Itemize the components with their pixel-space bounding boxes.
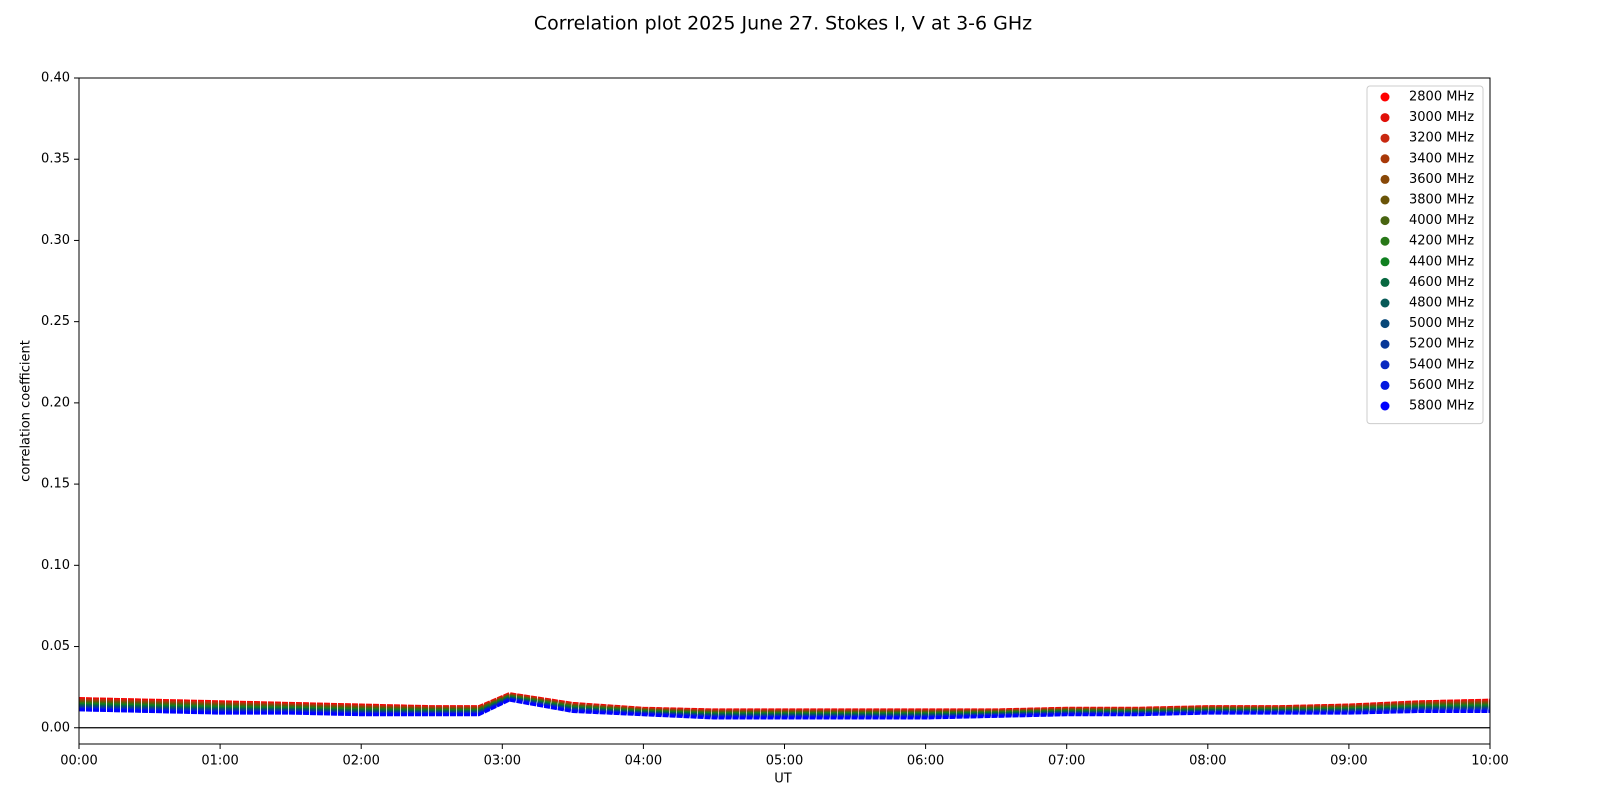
legend-marker xyxy=(1380,277,1390,287)
legend-label: 5600 MHz xyxy=(1409,378,1474,393)
legend-marker xyxy=(1380,216,1390,226)
x-tick-label: 09:00 xyxy=(1330,754,1367,769)
legend-marker xyxy=(1380,319,1390,329)
legend-label: 3200 MHz xyxy=(1409,131,1474,146)
legend-marker xyxy=(1380,298,1390,308)
legend-marker xyxy=(1380,257,1390,267)
legend-marker xyxy=(1380,92,1390,102)
y-tick-label: 0.40 xyxy=(41,71,70,86)
x-tick-label: 01:00 xyxy=(201,754,238,769)
legend-marker xyxy=(1380,380,1390,390)
legend: 2800 MHz 3000 MHz 3200 MHz 3400 MHz 3600 MHz… xyxy=(1366,85,1484,425)
legend-marker xyxy=(1380,174,1390,184)
legend-label: 4800 MHz xyxy=(1409,296,1474,311)
legend-label: 4600 MHz xyxy=(1409,275,1474,290)
legend-marker xyxy=(1380,360,1390,370)
legend-label: 4400 MHz xyxy=(1409,254,1474,269)
y-tick-label: 0.15 xyxy=(41,477,70,492)
y-tick-label: 0.10 xyxy=(41,558,70,573)
legend-label: 3800 MHz xyxy=(1409,193,1474,208)
legend-label: 5000 MHz xyxy=(1409,316,1474,331)
y-tick-label: 0.00 xyxy=(41,720,70,735)
legend-label: 3400 MHz xyxy=(1409,151,1474,166)
y-axis-label: correlation coefficient xyxy=(19,340,34,482)
y-tick-label: 0.25 xyxy=(41,314,70,329)
y-tick-label: 0.20 xyxy=(41,395,70,410)
legend-label: 5400 MHz xyxy=(1409,357,1474,372)
legend-label: 5200 MHz xyxy=(1409,337,1474,352)
x-tick-label: 06:00 xyxy=(907,754,944,769)
legend-marker xyxy=(1380,339,1390,349)
legend-marker xyxy=(1380,133,1390,143)
legend-marker xyxy=(1380,154,1390,164)
x-tick-label: 07:00 xyxy=(1048,754,1085,769)
x-tick-label: 03:00 xyxy=(484,754,521,769)
x-tick-label: 04:00 xyxy=(625,754,662,769)
chart-title: Correlation plot 2025 June 27. Stokes I,… xyxy=(534,13,1032,35)
series-line xyxy=(78,698,1490,720)
plot-frame xyxy=(78,77,1491,745)
x-tick-label: 05:00 xyxy=(766,754,803,769)
x-tick-label: 08:00 xyxy=(1189,754,1226,769)
legend-marker xyxy=(1380,236,1390,246)
legend-label: 3600 MHz xyxy=(1409,172,1474,187)
x-tick-label: 00:00 xyxy=(60,754,97,769)
x-tick-label: 10:00 xyxy=(1471,754,1508,769)
y-tick-label: 0.30 xyxy=(41,233,70,248)
x-axis-label: UT xyxy=(774,772,792,787)
y-tick-label: 0.35 xyxy=(41,152,70,167)
legend-label: 4200 MHz xyxy=(1409,234,1474,249)
y-tick-label: 0.05 xyxy=(41,639,70,654)
legend-box xyxy=(1366,85,1484,425)
x-tick-label: 02:00 xyxy=(342,754,379,769)
legend-marker xyxy=(1380,195,1390,205)
legend-marker xyxy=(1380,113,1390,123)
legend-marker xyxy=(1380,401,1390,411)
legend-label: 2800 MHz xyxy=(1409,90,1474,105)
legend-label: 5800 MHz xyxy=(1409,399,1474,414)
legend-label: 4000 MHz xyxy=(1409,213,1474,228)
legend-label: 3000 MHz xyxy=(1409,110,1474,125)
